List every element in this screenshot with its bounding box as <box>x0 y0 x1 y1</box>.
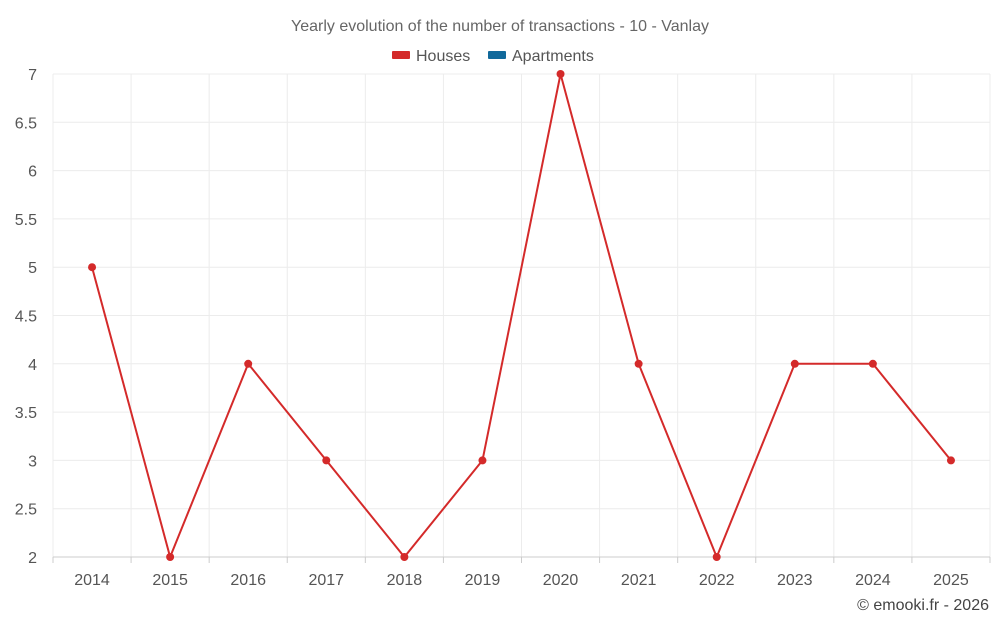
x-tick-label: 2018 <box>387 572 423 589</box>
series <box>88 70 955 561</box>
y-tick-label: 3.5 <box>15 405 37 422</box>
data-point-houses-2021[interactable] <box>634 359 643 368</box>
legend-item-apartments[interactable]: Apartments <box>488 48 594 65</box>
legend: Houses Apartments <box>392 48 594 65</box>
data-point-houses-2014[interactable] <box>88 263 97 272</box>
y-tick-label: 4.5 <box>15 309 37 326</box>
series-line-houses <box>91 73 952 558</box>
legend-label-apartments: Apartments <box>512 48 594 65</box>
data-point-houses-2025[interactable] <box>946 456 955 465</box>
chart-title: Yearly evolution of the number of transa… <box>291 18 709 35</box>
data-point-houses-2016[interactable] <box>244 359 253 368</box>
x-tick-label: 2022 <box>699 572 735 589</box>
data-point-houses-2022[interactable] <box>712 553 721 561</box>
x-tick-label: 2020 <box>543 572 579 589</box>
y-axis-ticks: 2 2.5 3 3.5 4 4.5 5 5.5 6 6.5 7 <box>15 67 37 567</box>
x-tick-label: 2016 <box>230 572 266 589</box>
x-tick-label: 2024 <box>855 572 891 589</box>
data-point-houses-2019[interactable] <box>478 456 487 465</box>
y-tick-label: 3 <box>28 453 37 470</box>
x-tick-label: 2023 <box>777 572 813 589</box>
x-tick-label: 2015 <box>152 572 188 589</box>
x-tick-label: 2017 <box>308 572 344 589</box>
y-tick-label: 4 <box>28 357 37 374</box>
y-tick-label: 5 <box>28 260 37 277</box>
grid <box>52 73 991 557</box>
legend-swatch-apartments <box>488 51 506 59</box>
y-tick-label: 2 <box>28 550 37 567</box>
data-point-houses-2015[interactable] <box>166 553 175 561</box>
x-axis-ticks: 2014 2015 2016 2017 2018 2019 2020 2021 2022 2023… <box>74 572 969 589</box>
data-point-houses-2017[interactable] <box>322 456 331 465</box>
axes <box>52 556 991 563</box>
y-tick-label: 2.5 <box>15 502 37 519</box>
x-tick-label: 2014 <box>74 572 110 589</box>
y-tick-label: 6.5 <box>15 115 37 132</box>
y-tick-label: 6 <box>28 164 37 181</box>
y-tick-label: 7 <box>28 67 37 84</box>
data-point-houses-2018[interactable] <box>400 553 409 561</box>
x-tick-label: 2019 <box>465 572 501 589</box>
y-tick-label: 5.5 <box>15 212 37 229</box>
x-tick-label: 2025 <box>933 572 969 589</box>
legend-label-houses: Houses <box>416 48 470 65</box>
legend-item-houses[interactable]: Houses <box>392 48 470 65</box>
x-tick-label: 2021 <box>621 572 657 589</box>
data-point-houses-2024[interactable] <box>868 359 877 368</box>
data-point-houses-2020[interactable] <box>556 70 565 78</box>
credit-text: © emooki.fr - 2026 <box>857 597 989 614</box>
legend-swatch-houses <box>392 51 410 59</box>
data-point-houses-2023[interactable] <box>790 359 799 368</box>
